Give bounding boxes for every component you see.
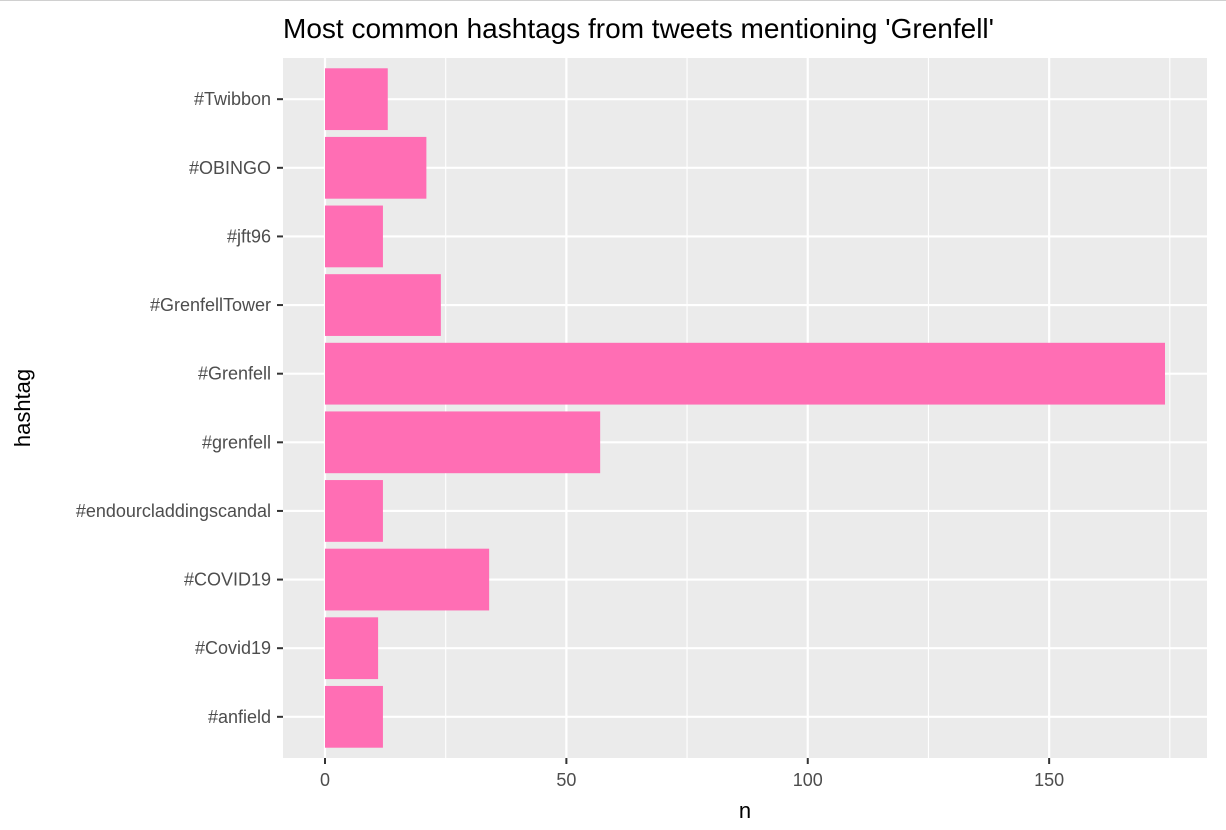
y-tick-label: #grenfell (202, 432, 271, 452)
bar-covid19 (325, 548, 490, 611)
y-tick-label: #anfield (208, 707, 271, 727)
minor-gridlines (445, 58, 1171, 758)
bar-covid19 (325, 617, 379, 680)
plot-panel (283, 58, 1207, 758)
bar-jft96 (325, 205, 383, 268)
bar-endourcladdingscandal (325, 480, 383, 542)
chart-title: Most common hashtags from tweets mention… (283, 13, 994, 44)
bar-anfield (325, 685, 383, 748)
x-axis-title: n (739, 798, 751, 823)
x-tick-label: 150 (1034, 770, 1064, 790)
bar-twibbon (325, 68, 388, 131)
y-tick-label: #COVID19 (184, 570, 271, 590)
bars (325, 68, 1165, 748)
y-axis: #Twibbon #OBINGO #jft96 #GrenfellTower #Gren… (76, 89, 283, 727)
y-tick-label: #endourcladdingscandal (76, 501, 271, 521)
y-tick-label: #OBINGO (189, 158, 271, 178)
x-tick-label: 50 (556, 770, 576, 790)
x-axis: 0 50 100 150 (320, 758, 1064, 790)
x-tick-label: 100 (793, 770, 823, 790)
y-axis-title: hashtag (10, 369, 35, 447)
top-border (0, 0, 1226, 1)
bar-grenfelltower (325, 274, 441, 336)
bar-obingo (325, 136, 427, 199)
y-tick-label: #Grenfell (198, 364, 271, 384)
bar-grenfell (325, 411, 601, 474)
y-tick-label: #jft96 (227, 226, 271, 246)
y-tick-label: #GrenfellTower (150, 295, 271, 315)
y-tick-label: #Covid19 (195, 638, 271, 658)
x-tick-label: 0 (320, 770, 330, 790)
bar-grenfell (325, 342, 1165, 405)
y-tick-label: #Twibbon (194, 89, 271, 109)
